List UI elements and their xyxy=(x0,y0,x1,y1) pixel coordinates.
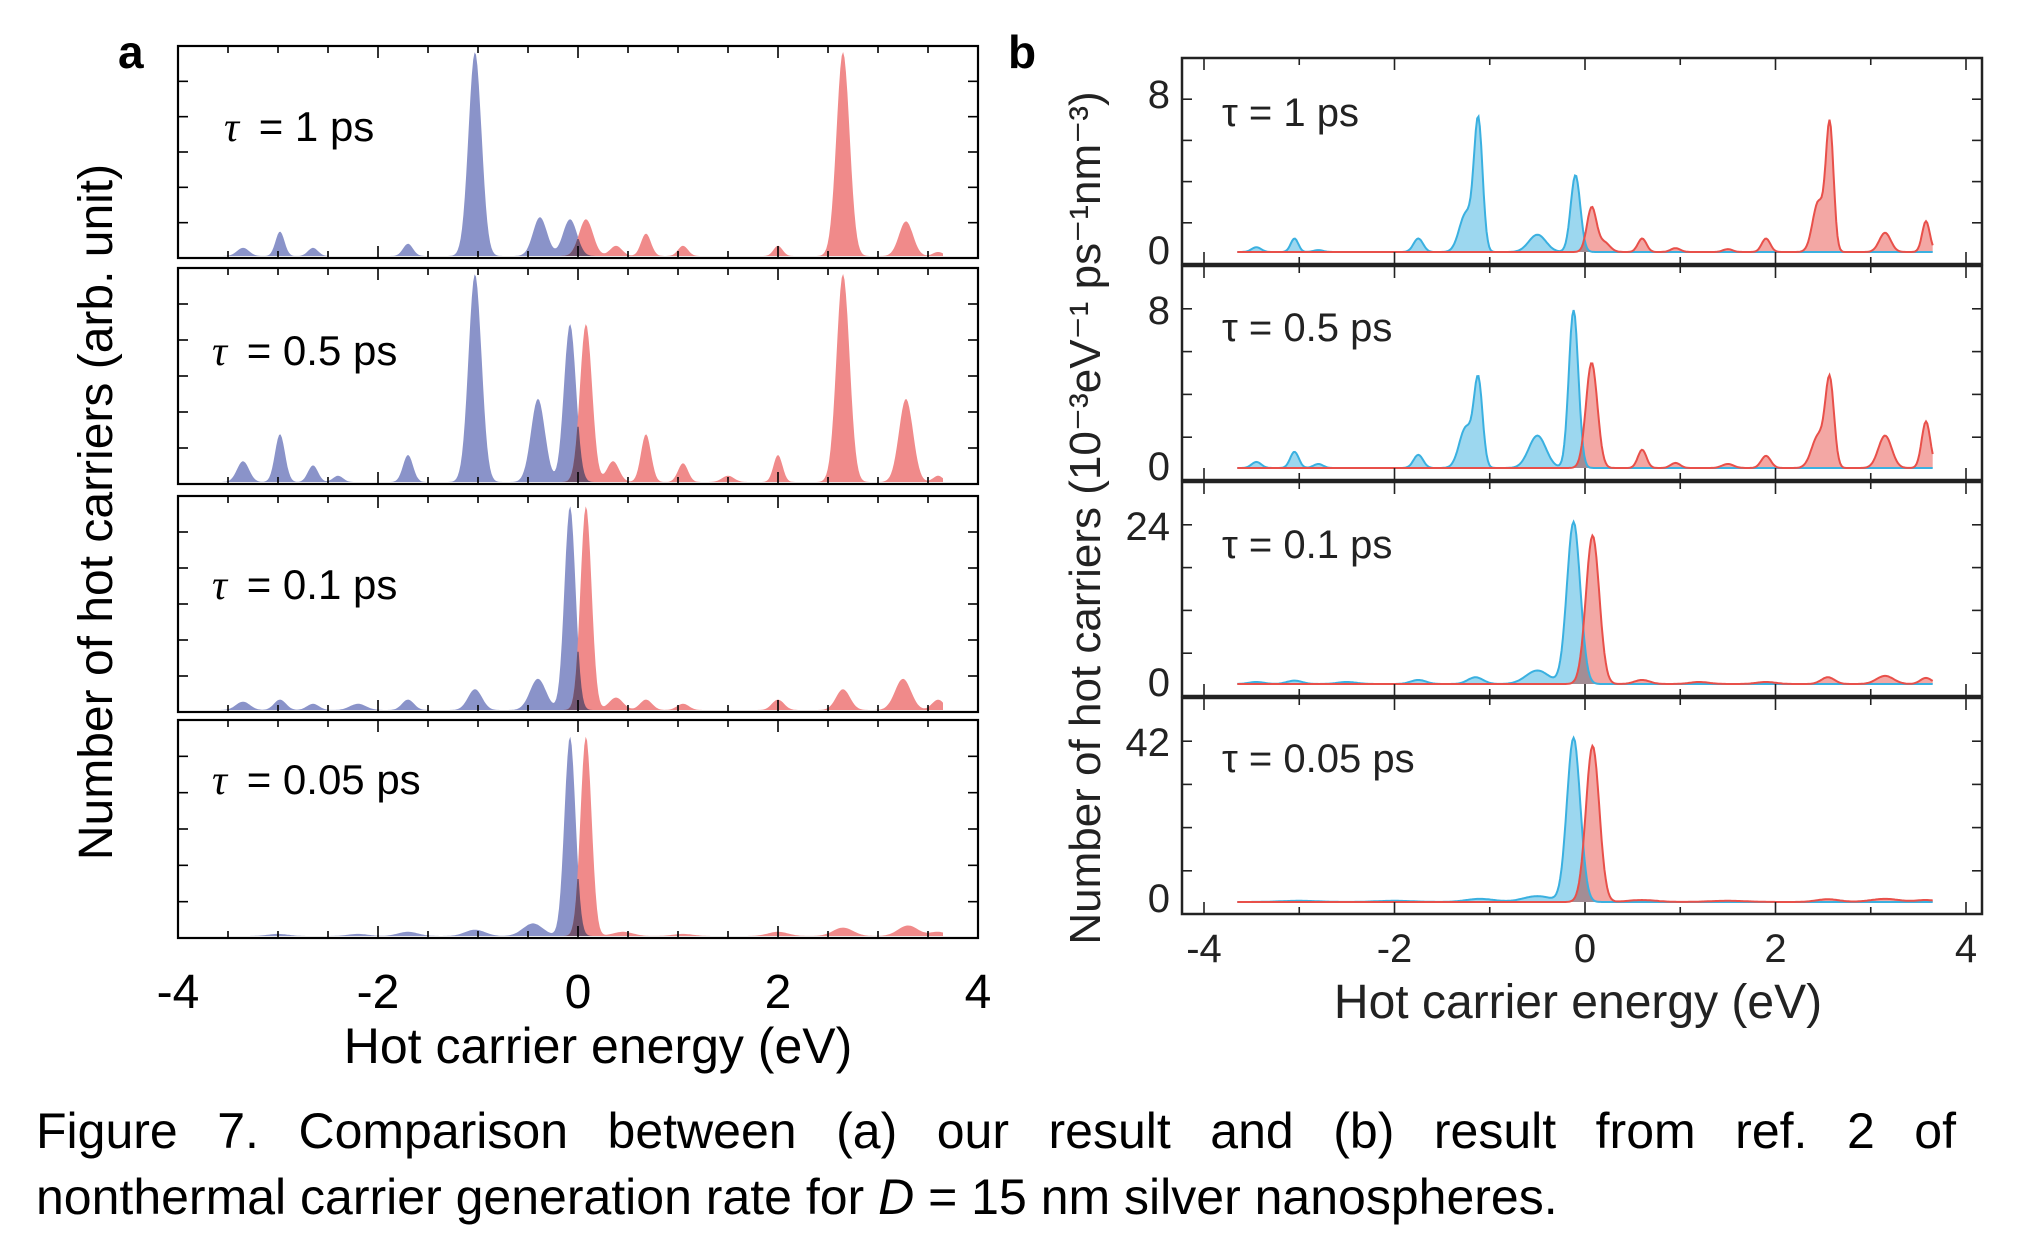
x-tick-label: -2 xyxy=(1377,927,1413,971)
caption-line2-after: = 15 nm silver nanospheres. xyxy=(914,1169,1558,1225)
subplot-frame xyxy=(1180,480,1984,698)
caption-word: Comparison xyxy=(298,1103,569,1159)
caption-line-1: Figure 7. Comparison between (a) our result and… xyxy=(36,1098,1956,1164)
caption-diameter-symbol: D xyxy=(878,1169,915,1225)
x-tick-label: 0 xyxy=(1574,927,1596,971)
series-electron-line xyxy=(1237,119,1934,253)
panel-b-tau-label-4: τ = 0.05 ps xyxy=(1222,737,1415,781)
x-tick-label: -2 xyxy=(357,966,400,1019)
x-tick-label: 0 xyxy=(565,966,592,1019)
panel-a-tau-label-3: τ = 0.1 ps xyxy=(212,561,397,609)
caption-word: result xyxy=(1048,1103,1171,1159)
caption-word: of xyxy=(1914,1103,1956,1159)
series-overlap-area xyxy=(1237,631,1933,684)
series-overlap-area xyxy=(1237,238,1933,252)
subplot-frame xyxy=(176,44,980,260)
caption-word: between xyxy=(607,1103,797,1159)
x-tick-label: 4 xyxy=(965,966,992,1019)
subplot-frame xyxy=(1180,264,1984,482)
series-electron-line xyxy=(1237,743,1933,903)
x-tick-label: 2 xyxy=(765,966,792,1019)
plot-areas xyxy=(176,44,1984,940)
series-hole-line xyxy=(1237,519,1933,686)
x-tick-label: 4 xyxy=(1955,927,1977,971)
x-tick-label: -4 xyxy=(1186,927,1222,971)
series-electron-area xyxy=(213,52,943,256)
panel-a-subplot-1 xyxy=(176,44,980,260)
caption-line-2: nonthermal carrier generation rate for D… xyxy=(36,1164,1956,1230)
panel-b-xlabel: Hot carrier energy (eV) xyxy=(1334,976,1822,1029)
panel-a-subplot-4 xyxy=(176,718,980,940)
panel-b-subplot-1 xyxy=(1180,56,1984,266)
x-tick-label: -4 xyxy=(157,966,200,1019)
panel-b-ytick-zero-1: 0 xyxy=(1148,229,1170,273)
caption-word: (a) xyxy=(836,1103,898,1159)
panel-a-tau-label-2: τ = 0.5 ps xyxy=(212,327,397,375)
panel-b-ytick-zero-4: 0 xyxy=(1148,877,1170,921)
panel-b-ytick-top-1: 8 xyxy=(1148,73,1170,117)
series-overlap-area xyxy=(1237,847,1933,902)
caption-line2-before: nonthermal carrier generation rate for xyxy=(36,1169,879,1225)
caption-word: from xyxy=(1595,1103,1696,1159)
caption-word: our xyxy=(936,1103,1009,1159)
figure-caption: Figure 7. Comparison between (a) our result and… xyxy=(36,1098,1956,1230)
caption-word: Figure xyxy=(36,1103,178,1159)
series-overlap-area xyxy=(213,426,943,482)
series-electron-line xyxy=(1237,362,1934,469)
subplot-frame xyxy=(1180,56,1984,266)
panel-a-letter: a xyxy=(118,26,144,78)
series-overlap-area xyxy=(1237,445,1933,468)
panel-b-tau-label-3: τ = 0.1 ps xyxy=(1222,523,1392,567)
panel-a-xtick-labels: -4 -2 0 2 4 xyxy=(157,966,992,1019)
panel-b-subplot-4 xyxy=(1180,696,1984,916)
panel-b-ylabel: Number of hot carriers (10⁻³eV⁻¹ ps⁻¹nm⁻… xyxy=(1061,91,1110,944)
panel-b-subplot-2 xyxy=(1180,264,1984,482)
panel-a-subplot-2 xyxy=(176,266,980,486)
panel-a-ylabel: Number of hot carriers (arb. unit) xyxy=(70,164,123,860)
panel-b-xtick-labels: -4 -2 0 2 4 xyxy=(1186,927,1977,971)
x-tick-label: 2 xyxy=(1764,927,1786,971)
panel-b-ytick-top-2: 8 xyxy=(1148,289,1170,333)
caption-word: ref. xyxy=(1735,1103,1808,1159)
caption-word: 7. xyxy=(217,1103,259,1159)
panel-b-subplot-3 xyxy=(1180,480,1984,698)
caption-word: 2 xyxy=(1846,1103,1875,1159)
panel-b-ytick-top-3: 24 xyxy=(1126,505,1171,549)
series-electron-line xyxy=(1237,533,1934,685)
caption-word: and xyxy=(1210,1103,1294,1159)
panel-a-tau-label-4: τ = 0.05 ps xyxy=(212,756,421,804)
series-overlap-area xyxy=(213,879,943,936)
panel-b-tau-label-2: τ = 0.5 ps xyxy=(1222,306,1392,350)
caption-word: (b) xyxy=(1333,1103,1395,1159)
panel-b-ytick-zero-3: 0 xyxy=(1148,661,1170,705)
series-overlap-area xyxy=(213,651,943,710)
caption-word: result xyxy=(1433,1103,1557,1159)
panel-a-xlabel: Hot carrier energy (eV) xyxy=(344,1018,853,1074)
subplot-frame xyxy=(1180,696,1984,916)
panel-b-tau-label-1: τ = 1 ps xyxy=(1222,91,1359,135)
panel-b-ytick-zero-2: 0 xyxy=(1148,445,1170,489)
panel-b-ytick-top-4: 42 xyxy=(1126,721,1171,765)
panel-a-tau-label-1: τ = 1 ps xyxy=(224,103,374,151)
panel-a-subplot-3 xyxy=(176,494,980,714)
panel-b-letter: b xyxy=(1008,26,1036,78)
